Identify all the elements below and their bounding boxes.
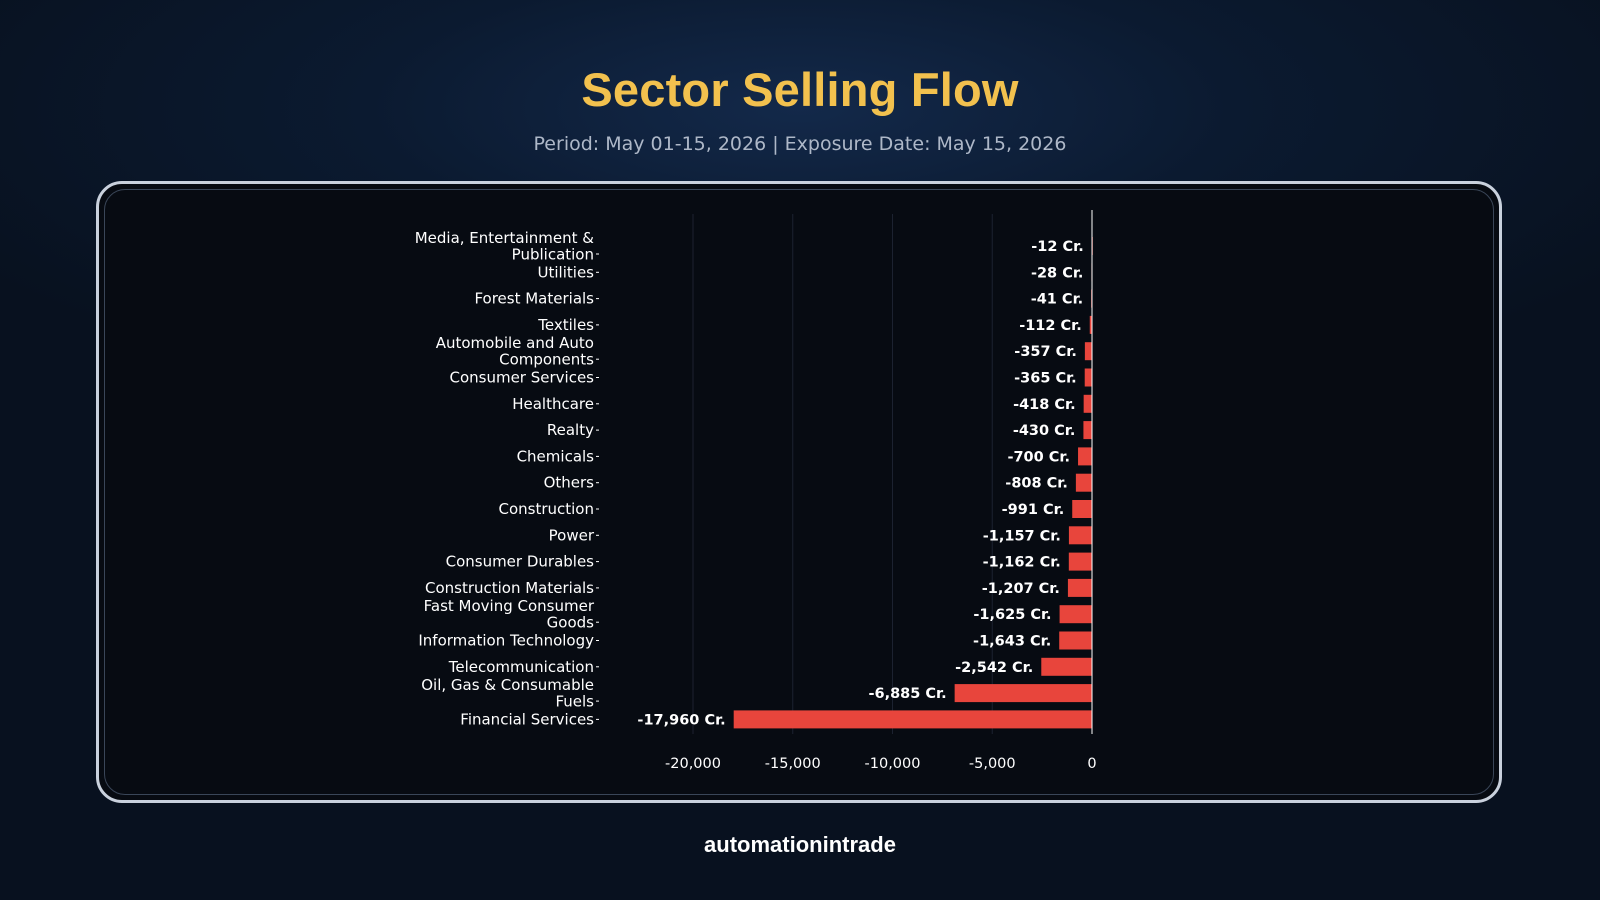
category-label: Forest Materials: [474, 290, 594, 308]
bar-value-label: -112 Cr.: [1019, 318, 1082, 334]
bar: [1059, 631, 1092, 650]
category-label: Consumer Durables: [446, 553, 595, 571]
bar-value-label: -17,960 Cr.: [637, 712, 725, 728]
category-label: Fast Moving Consumer Goods: [424, 597, 595, 632]
bar-value-label: -418 Cr.: [1013, 397, 1076, 413]
category-label: Realty: [547, 421, 594, 439]
bar-value-label: -1,207 Cr.: [982, 581, 1060, 597]
bar-value-label: -6,885 Cr.: [868, 686, 946, 702]
bar-value-label: -991 Cr.: [1002, 502, 1065, 518]
bar-value-label: -28 Cr.: [1031, 265, 1083, 281]
bar: [1068, 526, 1092, 545]
category-label: Utilities: [538, 263, 595, 281]
page-subtitle: Period: May 01-15, 2026 | Exposure Date:…: [533, 133, 1067, 155]
sector-bar-chart: -12 Cr. Media, Entertainment & Publication…: [415, 210, 1097, 772]
bar: [1068, 552, 1092, 571]
category-label: Oil, Gas & Consumable Fuels: [421, 676, 594, 711]
bar: [1083, 421, 1092, 440]
bar-value-label: -1,643 Cr.: [973, 634, 1051, 650]
category-label: Construction: [498, 500, 594, 518]
bar-value-label: -700 Cr.: [1007, 449, 1070, 465]
x-tick-label: -20,000: [665, 756, 721, 772]
x-tick-label: 0: [1087, 756, 1096, 772]
x-tick-label: -5,000: [969, 756, 1016, 772]
category-label: Consumer Services: [449, 369, 594, 387]
bar-value-label: -808 Cr.: [1005, 476, 1068, 492]
category-label: Power: [549, 526, 595, 544]
category-label: Telecommunication: [448, 658, 594, 676]
bar: [1072, 500, 1092, 518]
category-label: Others: [544, 474, 595, 492]
category-label: Chemicals: [517, 447, 595, 465]
chart-panel: -12 Cr. Media, Entertainment & Publication…: [96, 181, 1502, 803]
bar: [1078, 447, 1092, 466]
bar: [733, 710, 1092, 729]
bar: [1041, 657, 1092, 676]
bar-value-label: -2,542 Cr.: [955, 660, 1033, 676]
bar: [954, 684, 1092, 703]
bar-value-label: -430 Cr.: [1013, 423, 1076, 439]
bar: [1084, 342, 1092, 361]
category-label: Media, Entertainment & Publication: [415, 229, 595, 264]
x-tick-label: -15,000: [765, 756, 821, 772]
bar-value-label: -1,625 Cr.: [973, 607, 1051, 623]
bar: [1083, 394, 1092, 413]
bar-value-label: -12 Cr.: [1031, 239, 1083, 255]
footer-brand: automationintrade: [704, 832, 896, 857]
chart-panel-inner-border: [104, 189, 1494, 795]
bar-value-label: -357 Cr.: [1014, 344, 1077, 360]
bar: [1075, 473, 1092, 492]
category-label: Construction Materials: [425, 579, 594, 597]
x-tick-label: -10,000: [865, 756, 921, 772]
bar-value-label: -1,157 Cr.: [983, 528, 1061, 544]
bar: [1067, 578, 1092, 597]
bar: [1089, 315, 1092, 334]
category-label: Financial Services: [460, 710, 594, 728]
bar: [1084, 368, 1092, 387]
category-label: Healthcare: [512, 395, 594, 413]
page-title: Sector Selling Flow: [581, 63, 1019, 116]
bar-value-label: -41 Cr.: [1031, 292, 1083, 308]
category-label: Automobile and Auto Components: [436, 334, 594, 369]
bar: [1059, 605, 1092, 624]
bar-value-label: -365 Cr.: [1014, 371, 1077, 387]
category-label: Textiles: [537, 316, 594, 334]
category-label: Information Technology: [418, 632, 594, 650]
bar-value-label: -1,162 Cr.: [983, 555, 1061, 571]
